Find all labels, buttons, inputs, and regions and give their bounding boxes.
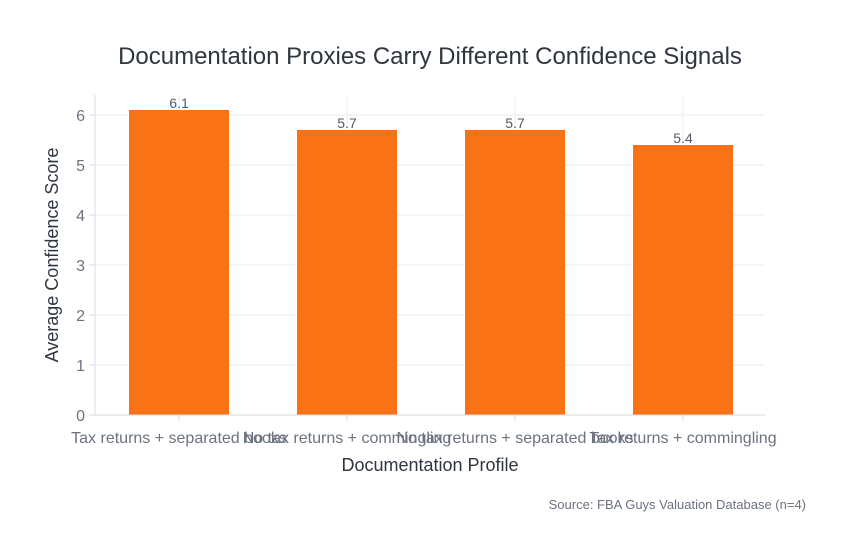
x-tick-label: No tax returns + separated books — [396, 430, 633, 447]
y-tick-label: 4 — [76, 208, 85, 225]
x-tick-label: Tax returns + separated books — [71, 430, 287, 447]
y-axis-label: Average Confidence Score — [42, 148, 62, 363]
data-label: 5.4 — [673, 130, 693, 146]
y-axis-ticks: 0 1 2 3 4 5 6 — [76, 108, 95, 425]
y-tick-label: 5 — [76, 158, 85, 175]
bars: 6.1 5.7 5.7 5.4 — [129, 95, 733, 415]
y-tick-label: 6 — [76, 108, 85, 125]
source-note: Source: FBA Guys Valuation Database (n=4… — [549, 497, 806, 512]
y-tick-label: 1 — [76, 358, 85, 375]
data-label: 5.7 — [337, 115, 357, 131]
bar — [633, 145, 733, 415]
data-label: 6.1 — [169, 95, 189, 111]
y-tick-label: 0 — [76, 408, 85, 425]
x-tick-label: Tax returns + commingling — [589, 430, 776, 447]
x-tick-label: No tax returns + commingling — [243, 430, 452, 447]
bar — [297, 130, 397, 415]
data-label: 5.7 — [505, 115, 525, 131]
y-tick-label: 2 — [76, 308, 85, 325]
bar — [129, 110, 229, 415]
x-axis-label: Documentation Profile — [341, 455, 518, 475]
y-tick-label: 3 — [76, 258, 85, 275]
bar — [465, 130, 565, 415]
chart-title: Documentation Proxies Carry Different Co… — [118, 43, 742, 70]
